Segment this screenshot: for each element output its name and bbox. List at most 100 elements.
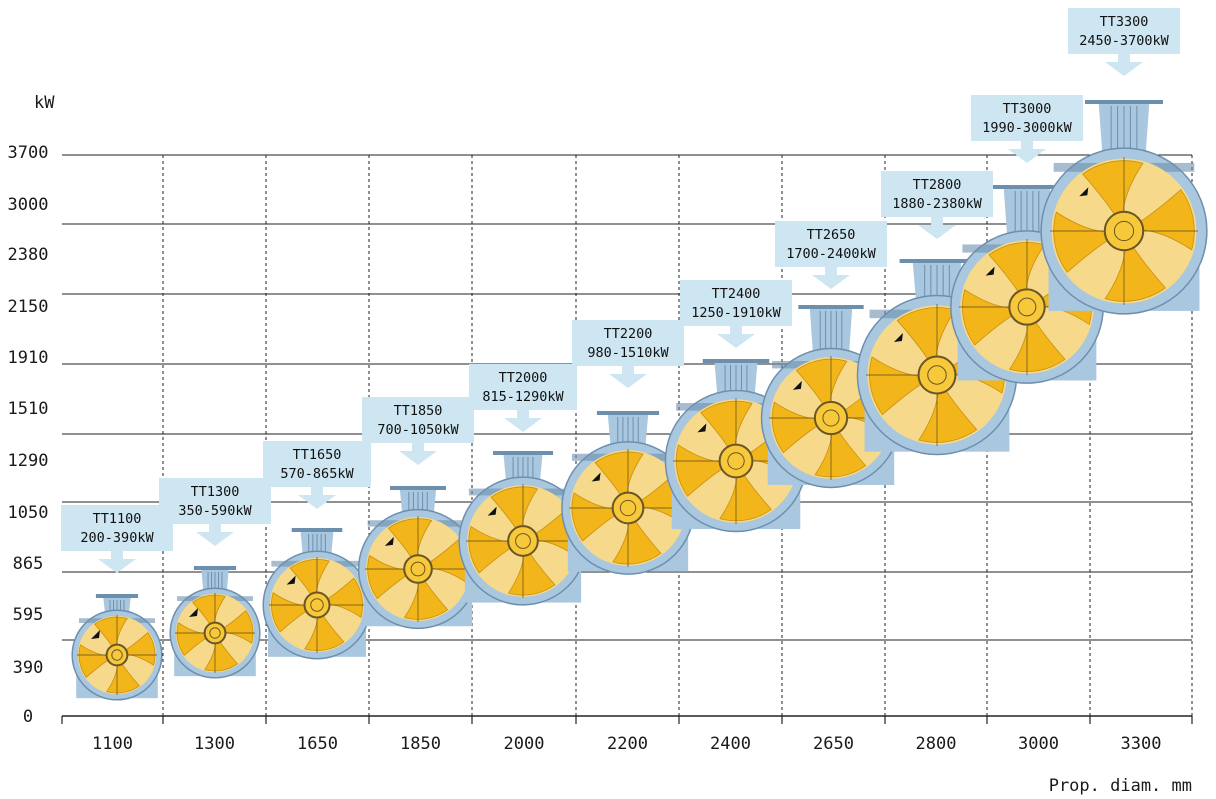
callout-box	[680, 280, 792, 326]
hub-bore	[1113, 220, 1135, 242]
thruster-2200	[561, 411, 695, 575]
thruster-1300	[169, 566, 261, 679]
y-tick-label: 1910	[8, 348, 49, 368]
propeller-blade	[387, 518, 433, 570]
rotation-arrow	[286, 575, 296, 585]
x-axis-label: Prop. diam. mm	[1049, 776, 1192, 796]
propeller-blade	[719, 460, 772, 522]
x-tick-label: 3000	[1018, 734, 1059, 754]
propeller-blade	[176, 622, 216, 656]
propeller-blade	[316, 577, 363, 618]
callout-arrow	[298, 487, 336, 509]
callout-TT1300: TT1300 350-590kW	[159, 478, 271, 546]
hub-bore	[111, 649, 123, 661]
propeller-blade	[214, 610, 254, 644]
hub-bore	[515, 533, 531, 549]
y-tick-label: 1290	[8, 451, 49, 471]
propeller-blade	[571, 492, 629, 542]
callout-box	[61, 505, 173, 551]
hub-bore	[209, 627, 221, 639]
thruster-1100	[71, 594, 163, 701]
callout-model: TT1300	[191, 484, 240, 500]
rotation-arrow	[487, 506, 497, 516]
propeller-blade	[106, 654, 140, 694]
propeller-blade	[1053, 211, 1125, 273]
callout-box	[469, 364, 577, 410]
callout-box	[971, 95, 1083, 141]
hub-bore	[822, 409, 840, 427]
axes: kW Prop. diam. mm 0 390 595 865 1050 1290 1510…	[8, 93, 1192, 796]
propeller-blade	[1009, 306, 1066, 372]
y-tick-label: 3000	[8, 195, 49, 215]
callout-TT1100: TT1100 200-390kW	[61, 505, 173, 573]
callout-box	[159, 478, 271, 524]
callout-box	[775, 221, 887, 267]
callout-arrow	[1105, 54, 1143, 76]
rotation-arrow	[792, 380, 802, 390]
callout-model: TT1650	[293, 447, 342, 463]
callout-TT2650: TT2650 1700-2400kW	[775, 221, 887, 289]
callout-model: TT2800	[913, 177, 962, 193]
x-tick-label: 2800	[916, 734, 957, 754]
callout-box	[1068, 8, 1180, 54]
rotation-arrow	[893, 332, 903, 342]
callout-range: 1250-1910kW	[691, 305, 781, 321]
callout-range: 350-590kW	[178, 503, 252, 519]
propeller-blade	[271, 592, 318, 633]
x-tick-label: 2200	[607, 734, 648, 754]
propeller-blade	[918, 374, 978, 443]
propeller-blade	[289, 559, 330, 606]
y-tick-label: 0	[23, 707, 33, 727]
callout-range: 980-1510kW	[587, 345, 669, 361]
mount-flange	[702, 359, 770, 363]
callout-TT3300: TT3300 2450-3700kW	[1068, 8, 1180, 76]
callout-model: TT2650	[807, 227, 856, 243]
callout-model: TT3000	[1003, 101, 1052, 117]
mount-flange	[991, 185, 1063, 189]
propeller-blade	[795, 358, 848, 419]
callout-model: TT1100	[93, 511, 142, 527]
callout-TT2400: TT2400 1250-1910kW	[680, 280, 792, 348]
callout-range: 700-1050kW	[377, 422, 459, 438]
rotation-arrow	[91, 630, 100, 639]
x-tick-label: 3300	[1121, 734, 1162, 754]
y-tick-label: 595	[13, 605, 44, 625]
propeller-blade	[700, 400, 753, 462]
x-tick-label: 2000	[504, 734, 545, 754]
propeller-hub	[611, 491, 645, 525]
callout-range: 200-390kW	[80, 530, 154, 546]
propeller-blade	[675, 444, 737, 497]
callout-range: 1990-3000kW	[982, 120, 1072, 136]
x-tick-label: 1300	[194, 734, 235, 754]
callout-TT2800: TT2800 1880-2380kW	[881, 171, 993, 239]
rotation-arrow	[189, 608, 198, 617]
callout-range: 570-865kW	[280, 466, 354, 482]
mount-flange	[390, 486, 446, 490]
hub-bore	[1017, 297, 1037, 317]
hub-bore	[619, 499, 637, 517]
thruster-3300	[1040, 100, 1208, 315]
mount-flange	[291, 528, 343, 532]
callouts: TT1100 200-390kW TT1300 350-590kW TT1650 570-…	[61, 8, 1180, 573]
propeller-hub	[303, 591, 331, 619]
callout-TT2200: TT2200 980-1510kW	[572, 320, 684, 388]
mount-flange	[596, 411, 660, 415]
thruster-2000	[458, 451, 588, 606]
propeller-hub	[203, 621, 227, 645]
y-tick-label: 2150	[8, 297, 49, 317]
propeller-blade	[304, 604, 345, 651]
propeller-blade	[403, 568, 449, 620]
propeller-blade	[962, 289, 1028, 346]
propeller-blade	[1123, 189, 1195, 251]
y-tick-label: 3700	[8, 143, 49, 163]
rotation-arrow	[384, 536, 394, 546]
y-tick-label: 2380	[8, 245, 49, 265]
y-tick-label: 865	[13, 554, 44, 574]
hub-bore	[310, 598, 324, 612]
propeller-hub	[403, 554, 433, 584]
propeller-blade	[94, 616, 128, 656]
hub-bore	[727, 452, 745, 470]
callout-range: 2450-3700kW	[1079, 33, 1169, 49]
callout-arrow	[1008, 141, 1046, 163]
x-tick-label: 1850	[400, 734, 441, 754]
